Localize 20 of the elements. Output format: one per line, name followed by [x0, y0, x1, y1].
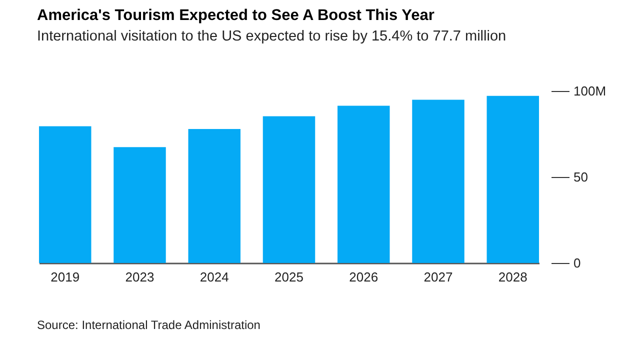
x-tick-label: 2025 [274, 270, 304, 284]
x-tick-label: 2026 [349, 270, 378, 284]
source-note: Source: International Trade Administration [37, 318, 260, 332]
y-tick-label: 50 [574, 170, 588, 184]
x-tick-label: 2027 [424, 270, 453, 284]
chart-subtitle: International visitation to the US expected to rise by 15.4% to 77.7 million [37, 28, 506, 44]
bar [412, 100, 464, 263]
bar [338, 106, 390, 263]
x-tick-label: 2023 [125, 270, 154, 284]
chart-title: America's Tourism Expected to See A Boost This Year [37, 7, 434, 24]
x-tick-label: 2024 [200, 270, 229, 284]
bar [486, 96, 539, 263]
bar [262, 116, 316, 263]
bar [188, 129, 240, 263]
bar [114, 147, 166, 263]
x-tick-label: 2028 [498, 270, 528, 284]
y-tick-label: 100M [574, 84, 606, 98]
x-tick-label: 2019 [50, 270, 80, 284]
y-tick-label: 0 [574, 256, 581, 270]
bar [39, 126, 92, 263]
